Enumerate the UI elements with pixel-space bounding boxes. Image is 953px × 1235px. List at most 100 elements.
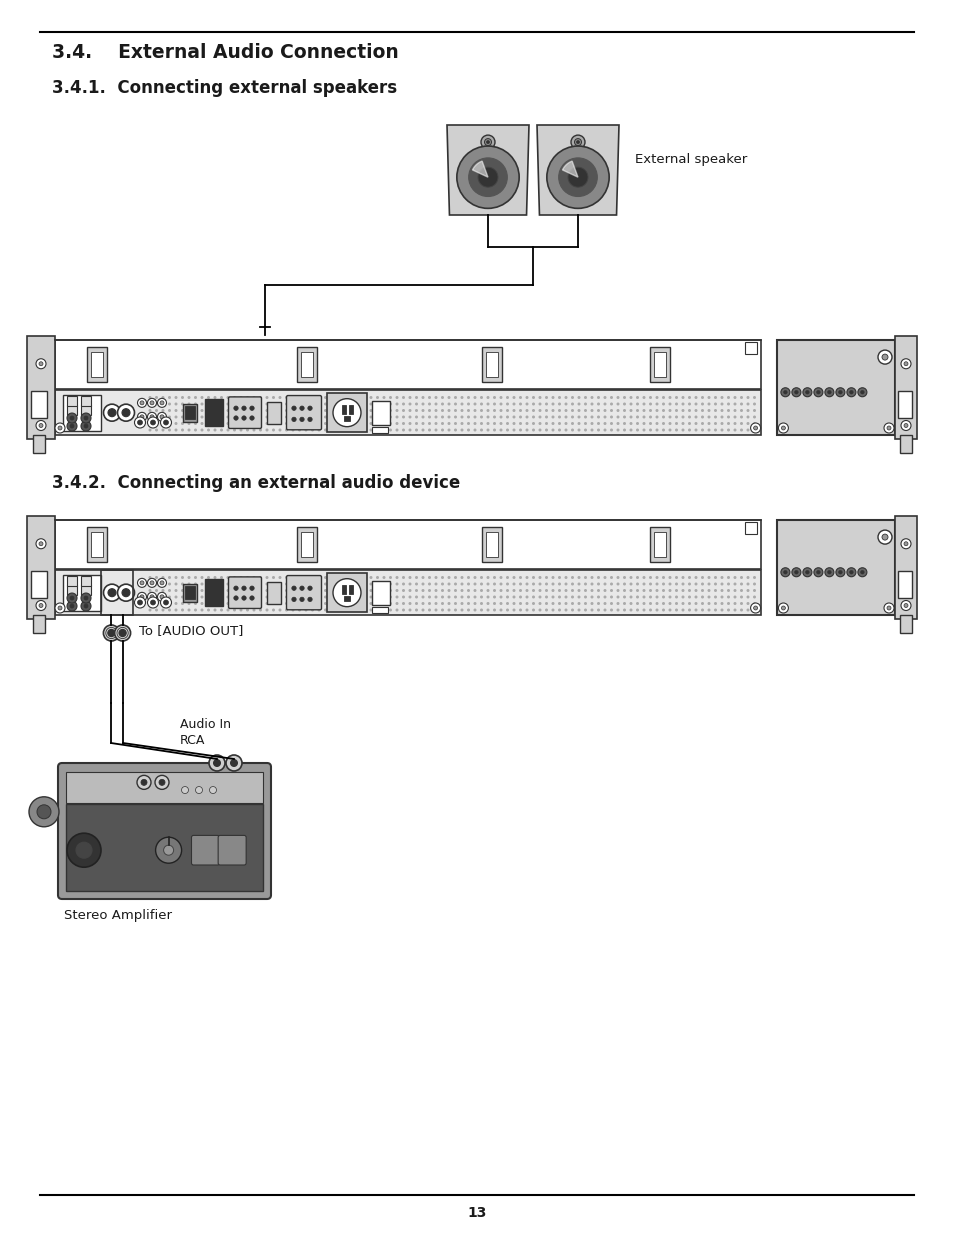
Circle shape xyxy=(454,601,456,605)
Circle shape xyxy=(382,429,385,431)
Circle shape xyxy=(154,409,158,412)
Circle shape xyxy=(467,601,470,605)
Circle shape xyxy=(493,583,496,585)
Circle shape xyxy=(707,595,710,599)
Circle shape xyxy=(661,601,664,605)
Circle shape xyxy=(103,625,119,641)
Circle shape xyxy=(299,587,304,590)
Circle shape xyxy=(324,609,327,611)
Circle shape xyxy=(265,583,268,585)
Circle shape xyxy=(324,583,327,585)
Circle shape xyxy=(781,426,784,430)
Circle shape xyxy=(609,422,613,425)
Text: 3.4.2.  Connecting an external audio device: 3.4.2. Connecting an external audio devi… xyxy=(52,474,459,492)
Circle shape xyxy=(226,409,230,412)
Circle shape xyxy=(648,403,651,405)
Circle shape xyxy=(447,576,450,579)
Circle shape xyxy=(363,429,366,431)
Circle shape xyxy=(622,609,625,611)
Circle shape xyxy=(505,409,509,412)
Circle shape xyxy=(616,429,618,431)
Circle shape xyxy=(544,595,547,599)
Circle shape xyxy=(616,415,618,419)
Circle shape xyxy=(577,583,579,585)
Circle shape xyxy=(304,601,307,605)
Bar xyxy=(81,585,91,595)
Circle shape xyxy=(733,601,736,605)
Circle shape xyxy=(434,601,437,605)
Circle shape xyxy=(154,422,158,425)
Circle shape xyxy=(285,403,288,405)
Circle shape xyxy=(195,787,202,794)
Circle shape xyxy=(903,604,907,608)
Circle shape xyxy=(616,396,618,399)
Circle shape xyxy=(460,422,463,425)
Circle shape xyxy=(532,403,535,405)
Circle shape xyxy=(740,415,742,419)
Circle shape xyxy=(629,429,632,431)
Circle shape xyxy=(421,589,424,592)
Circle shape xyxy=(233,422,235,425)
Bar xyxy=(67,576,77,585)
Circle shape xyxy=(583,595,586,599)
Circle shape xyxy=(160,595,164,599)
Circle shape xyxy=(518,601,521,605)
Circle shape xyxy=(849,571,852,574)
Circle shape xyxy=(401,415,405,419)
Circle shape xyxy=(317,589,320,592)
Circle shape xyxy=(564,609,567,611)
Circle shape xyxy=(324,576,327,579)
Circle shape xyxy=(571,609,574,611)
Circle shape xyxy=(616,409,618,412)
Circle shape xyxy=(493,601,496,605)
Circle shape xyxy=(324,595,327,599)
Circle shape xyxy=(641,415,645,419)
Circle shape xyxy=(363,403,366,405)
Circle shape xyxy=(505,576,509,579)
Circle shape xyxy=(137,578,147,588)
Circle shape xyxy=(36,538,46,548)
Circle shape xyxy=(58,426,62,430)
Circle shape xyxy=(154,601,158,605)
Circle shape xyxy=(477,167,497,188)
Circle shape xyxy=(272,415,274,419)
Circle shape xyxy=(174,609,177,611)
Circle shape xyxy=(330,609,334,611)
Circle shape xyxy=(265,429,268,431)
Circle shape xyxy=(265,396,268,399)
Circle shape xyxy=(343,429,346,431)
Circle shape xyxy=(297,601,301,605)
Circle shape xyxy=(824,388,833,396)
Circle shape xyxy=(324,403,327,405)
Circle shape xyxy=(447,595,450,599)
Circle shape xyxy=(363,576,366,579)
Circle shape xyxy=(278,415,281,419)
Text: External speaker: External speaker xyxy=(635,153,746,167)
Circle shape xyxy=(363,601,366,605)
Circle shape xyxy=(428,403,431,405)
Circle shape xyxy=(421,415,424,419)
Circle shape xyxy=(636,415,639,419)
Circle shape xyxy=(609,576,613,579)
Circle shape xyxy=(583,409,586,412)
Circle shape xyxy=(661,409,664,412)
Circle shape xyxy=(583,583,586,585)
Circle shape xyxy=(877,350,891,364)
Circle shape xyxy=(537,583,541,585)
Circle shape xyxy=(395,576,398,579)
Circle shape xyxy=(720,415,722,419)
Bar xyxy=(296,347,316,382)
Circle shape xyxy=(460,576,463,579)
Bar xyxy=(63,395,101,431)
Circle shape xyxy=(174,396,177,399)
Circle shape xyxy=(181,422,184,425)
Circle shape xyxy=(609,396,613,399)
Circle shape xyxy=(629,415,632,419)
Circle shape xyxy=(532,396,535,399)
Circle shape xyxy=(603,422,606,425)
Circle shape xyxy=(668,609,671,611)
Bar xyxy=(341,405,346,414)
Bar xyxy=(341,584,346,594)
Circle shape xyxy=(415,409,417,412)
Circle shape xyxy=(544,576,547,579)
